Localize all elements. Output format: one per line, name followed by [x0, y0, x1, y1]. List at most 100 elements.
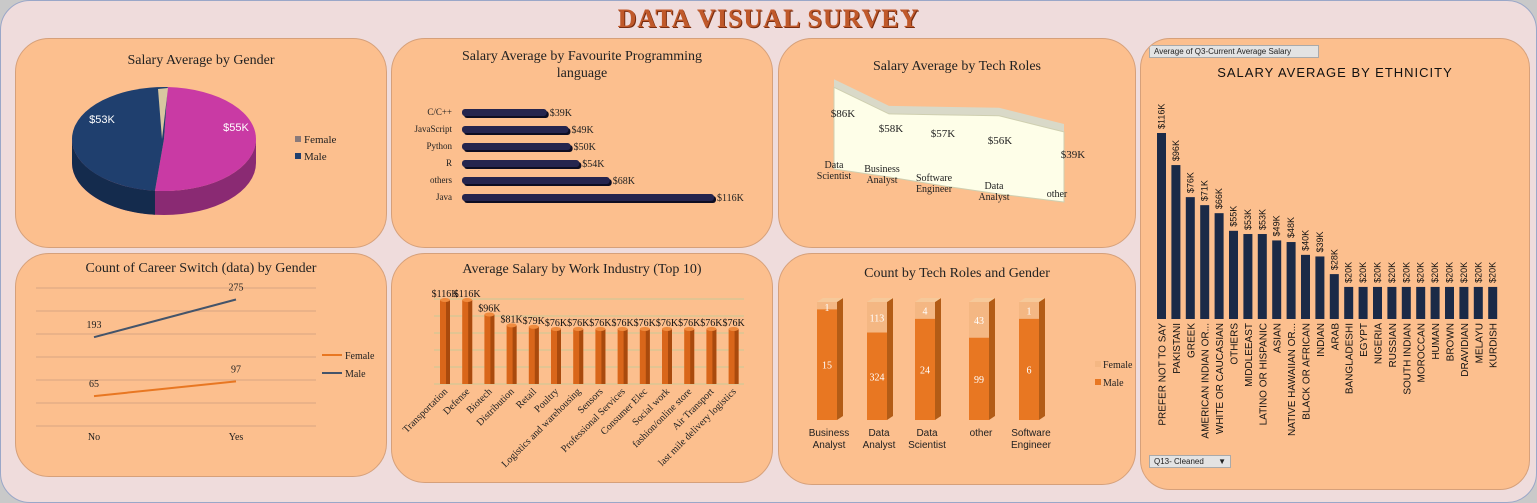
pie-label-male: $53K: [89, 114, 115, 126]
industry-bar-cap: [506, 323, 517, 328]
ethnicity-title: SALARY AVERAGE BY ETHNICITY: [1217, 65, 1453, 80]
stack-cat-label: Engineer: [1011, 440, 1052, 451]
industry-value-label: $116K: [432, 289, 460, 300]
ethnicity-field-button[interactable]: Average of Q3-Current Average Salary: [1149, 45, 1319, 58]
area-cat-label: Software: [916, 173, 953, 184]
industry-bar-cap: [462, 298, 473, 302]
panel-career-switch[interactable]: Count of Career Switch (data) by Gender …: [15, 253, 387, 477]
ethnicity-cat-label: PREFER NOT TO SAY: [1158, 323, 1169, 426]
industry-bar: [573, 328, 584, 384]
stack-legend-swatch-male: [1095, 379, 1101, 385]
ethnicity-cat-label: DRAVIDIAN: [1460, 323, 1471, 377]
industry-bar: [617, 328, 628, 384]
area-cat-label: Business: [864, 164, 900, 175]
ethnicity-cat-label: EGYPT: [1359, 323, 1370, 357]
career-switch-title: Count of Career Switch (data) by Gender: [85, 261, 317, 276]
pie-legend-swatch-male: [295, 153, 301, 159]
area-cat-label: Analyst: [978, 192, 1009, 203]
ethnicity-value-label: $96K: [1171, 140, 1181, 161]
industry-value-label: $76K: [722, 318, 745, 329]
industry-bar-cap: [706, 326, 717, 331]
ethnicity-bar: [1257, 234, 1267, 319]
stack-legend-female: Female: [1103, 360, 1133, 371]
panel-industry[interactable]: Average Salary by Work Industry (Top 10)…: [391, 253, 773, 483]
stack-label-male: 24: [920, 365, 930, 376]
line-x-label: Yes: [229, 432, 244, 443]
line-value-label: 193: [87, 320, 102, 331]
ethnicity-value-label: $20K: [1430, 262, 1440, 283]
lang-cat-label: others: [430, 175, 452, 185]
stack-bar-top: [867, 298, 893, 302]
area-cat-label: Scientist: [817, 171, 852, 182]
panel-language-bar[interactable]: Salary Average by Favourite Programming …: [391, 38, 773, 248]
stack-bar-top: [915, 298, 941, 302]
industry-title: Average Salary by Work Industry (Top 10): [462, 262, 702, 277]
industry-bar-shade: [579, 328, 584, 384]
line-series-female: [93, 380, 237, 398]
stack-bar-top: [969, 298, 995, 302]
line-value-label: 275: [229, 283, 244, 294]
ethnicity-value-label: $20K: [1344, 262, 1354, 283]
ethnicity-bar: [1214, 213, 1224, 319]
ethnicity-bar: [1459, 286, 1469, 319]
pie-slice-male: [71, 87, 168, 191]
area-value-label: $86K: [831, 108, 856, 120]
area-cat-label: Data: [985, 181, 1004, 192]
panel-roles-area[interactable]: Salary Average by Tech Roles $86K $58K $57…: [778, 38, 1136, 248]
industry-value-label: $96K: [478, 303, 501, 314]
ethnicity-value-label: $40K: [1301, 230, 1311, 251]
ethnicity-bar: [1157, 133, 1166, 319]
industry-bar-shade: [512, 325, 517, 384]
industry-bar: [484, 314, 495, 384]
industry-value-label: $76K: [545, 318, 568, 329]
ethnicity-value-label: $20K: [1459, 262, 1469, 283]
lang-bar-svg: C/C++ $39K JavaScript $49K Python $50K R $54K ot…: [415, 107, 745, 204]
industry-bar-shade: [645, 328, 650, 384]
stack-segment-female: [969, 302, 989, 338]
pie-slice-female: [154, 87, 256, 191]
area-cat-label: Data: [825, 160, 844, 171]
stack-cat-label: Data: [916, 428, 938, 439]
ethnicity-bar: [1286, 242, 1296, 319]
stack-segment-female: [915, 302, 935, 319]
ethnicity-filter-label: Q13- Cleaned: [1154, 457, 1204, 466]
stack-label-male: 324: [870, 372, 885, 383]
ethnicity-bar: [1229, 230, 1238, 319]
lang-value-label: $54K: [582, 159, 605, 170]
panel-roles-gender[interactable]: Count by Tech Roles and Gender 1 15 Busine…: [778, 253, 1136, 485]
stack-bar-top: [1019, 298, 1045, 302]
ethnicity-bar: [1171, 165, 1181, 319]
ethnicity-cat-label: LATINO OR HISPANIC: [1258, 323, 1269, 425]
stack-segment-male: [969, 337, 989, 420]
ethnicity-value-label: $39K: [1315, 231, 1325, 252]
industry-bar-cap: [617, 326, 628, 331]
ethnicity-cat-label: MOROCCAN: [1417, 323, 1428, 382]
ethnicity-value-label: $53K: [1243, 209, 1253, 230]
ethnicity-value-label: $20K: [1373, 262, 1383, 283]
industry-bar-shade: [668, 328, 672, 384]
stack-segment-female: [867, 302, 887, 333]
ethnicity-cat-label: MIDDLEEAST: [1244, 323, 1255, 387]
ethnicity-cat-label: BLACK OR AFRICAN: [1302, 323, 1313, 420]
panel-ethnicity[interactable]: Average of Q3-Current Average Salary SAL…: [1140, 38, 1530, 490]
panel-gender-pie[interactable]: Salary Average by Gender $55K $53K Female M…: [15, 38, 387, 248]
ethnicity-value-label: $20K: [1473, 262, 1483, 283]
industry-bar-shade: [690, 328, 695, 384]
industry-bar: [684, 328, 695, 384]
stack-cat-label: Business: [809, 428, 850, 439]
stack-segment-male: [867, 332, 887, 420]
lang-bar: [462, 143, 571, 150]
area-top-face: [834, 79, 1064, 132]
lang-bar: [462, 177, 610, 184]
ethnicity-cat-label: WHITE OR CAUCASIAN: [1215, 323, 1226, 434]
ethnicity-cat-label: MELAYU: [1474, 323, 1485, 363]
industry-bar: [595, 328, 606, 384]
ethnicity-bar: [1243, 234, 1253, 319]
industry-value-label: $81K: [500, 314, 523, 325]
lang-bar: [462, 194, 714, 201]
ethnicity-filter-button[interactable]: Q13- Cleaned ▼: [1149, 455, 1231, 468]
line-legend-male: Male: [345, 369, 366, 380]
ethnicity-bar: [1445, 286, 1454, 319]
industry-bar: [551, 328, 561, 384]
lang-value-label: $49K: [571, 125, 594, 136]
